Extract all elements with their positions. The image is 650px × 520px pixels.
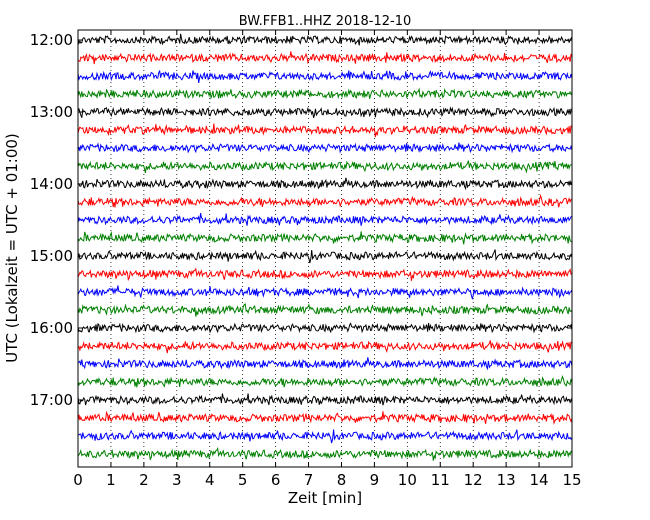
- trace-1215: [77, 51, 573, 65]
- trace-1200: [77, 33, 573, 46]
- y-tick-label: 16:00: [30, 319, 73, 337]
- x-axis-ticks: 0 1 2 3 4 5 6 7 8 9 10 11 12 13 14 15: [73, 30, 582, 489]
- trace-1330: [77, 142, 573, 154]
- x-tick-label: 7: [304, 471, 314, 489]
- y-tick-label: 15:00: [30, 247, 73, 265]
- trace-1445: [77, 231, 573, 245]
- trace-1515: [77, 267, 573, 282]
- y-tick-label: 12:00: [30, 31, 73, 49]
- trace-1530: [77, 285, 573, 301]
- trace-1300: [77, 106, 573, 119]
- y-tick-label: 14:00: [30, 175, 73, 193]
- x-tick-label: 13: [497, 471, 516, 489]
- trace-1315: [77, 123, 573, 138]
- trace-1600: [77, 322, 573, 334]
- x-axis-label: Zeit [min]: [288, 489, 362, 507]
- trace-1615: [77, 340, 573, 354]
- x-tick-label: 10: [398, 471, 417, 489]
- x-tick-label: 3: [172, 471, 182, 489]
- trace-1730: [77, 429, 573, 444]
- y-axis-ticks: 12:00 13:00 14:00 15:00 16:00 17:00: [30, 31, 572, 409]
- x-tick-label: 1: [106, 471, 116, 489]
- trace-1630: [78, 357, 573, 371]
- trace-1715: [77, 410, 573, 425]
- trace-1430: [77, 213, 573, 226]
- y-tick-label: 13:00: [30, 103, 73, 121]
- trace-1700: [77, 393, 573, 406]
- seismic-traces: [77, 33, 573, 461]
- x-tick-label: 15: [562, 471, 581, 489]
- x-tick-label: 2: [139, 471, 149, 489]
- x-tick-label: 12: [464, 471, 483, 489]
- x-tick-label: 6: [271, 471, 281, 489]
- x-tick-label: 4: [205, 471, 215, 489]
- plot-frame: [77, 29, 573, 468]
- y-axis-label: UTC (Lokalzeit = UTC + 01:00): [3, 133, 21, 363]
- x-tick-label: 5: [238, 471, 248, 489]
- x-tick-label: 8: [337, 471, 347, 489]
- x-tick-label: 0: [73, 471, 83, 489]
- y-tick-label: 17:00: [30, 391, 73, 409]
- x-tick-label: 14: [530, 471, 549, 489]
- chart-title: BW.FFB1..HHZ 2018-12-10: [239, 14, 412, 29]
- trace-1245: [77, 87, 573, 100]
- x-tick-label: 11: [431, 471, 450, 489]
- trace-1345: [77, 160, 573, 174]
- trace-1745: [77, 446, 573, 461]
- trace-1645: [77, 374, 573, 388]
- trace-1400: [77, 177, 573, 191]
- trace-1415: [77, 194, 573, 208]
- trace-1230: [77, 69, 573, 83]
- trace-1500: [77, 249, 573, 264]
- x-tick-label: 9: [370, 471, 380, 489]
- trace-1545: [77, 303, 573, 317]
- vertical-grid: [110, 30, 540, 467]
